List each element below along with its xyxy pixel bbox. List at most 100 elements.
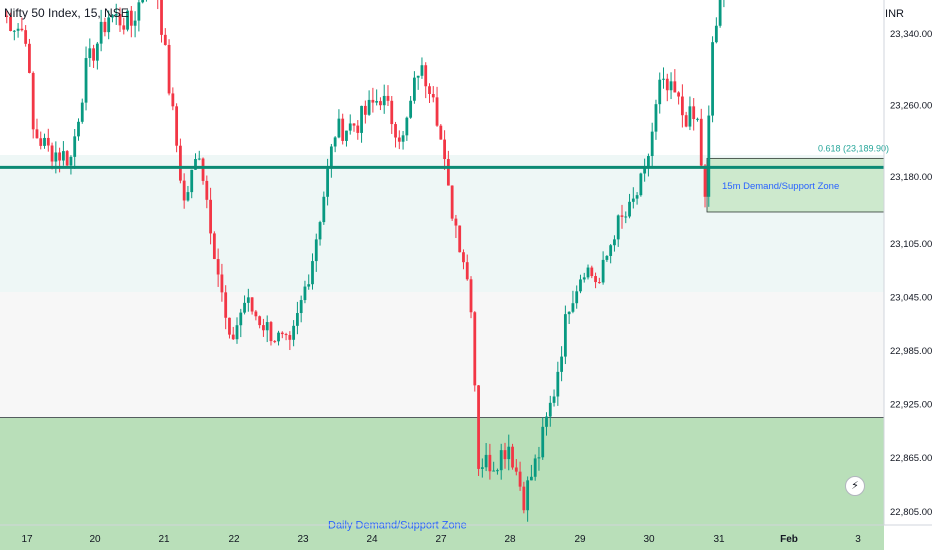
- chart-title: Nifty 50 Index, 15, NSE: [4, 6, 129, 20]
- x-tick-label-1: 20: [89, 534, 101, 545]
- candle-body: [141, 0, 145, 3]
- candle-body: [473, 312, 477, 386]
- candle-body: [9, 16, 12, 31]
- candle-body: [594, 276, 597, 283]
- candle-body: [601, 259, 605, 283]
- candle-body: [61, 151, 65, 161]
- candle-body: [424, 65, 428, 87]
- candle-body: [718, 0, 722, 26]
- candle-body: [428, 86, 431, 95]
- candle-body: [450, 185, 454, 219]
- candle-body: [28, 43, 31, 73]
- candle-body: [46, 137, 50, 146]
- candle-body: [662, 78, 665, 80]
- y-tick-label-1: 22,805.00: [890, 507, 932, 518]
- candle-body: [590, 267, 594, 277]
- candle-body: [54, 152, 58, 162]
- candle-body: [613, 239, 616, 246]
- candle-body: [386, 95, 390, 101]
- candle-body: [107, 17, 111, 33]
- candle-body: [677, 92, 681, 97]
- candle-body: [163, 34, 167, 45]
- candle-body: [103, 21, 107, 33]
- candle-body: [111, 15, 114, 18]
- x-tick-label-3: 22: [228, 534, 240, 545]
- candle-body: [465, 262, 469, 280]
- candle-body: [205, 180, 209, 200]
- candle-body: [77, 121, 80, 137]
- candle-body: [352, 123, 356, 126]
- candle-body: [624, 216, 628, 218]
- x-tick-label-4: 23: [297, 534, 309, 545]
- candle-body: [556, 371, 560, 397]
- candle-body: [458, 225, 462, 253]
- y-tick-label-2: 22,865.00: [890, 453, 932, 464]
- candle-body: [394, 124, 397, 138]
- candle-body: [178, 145, 182, 181]
- candle-body: [126, 10, 129, 30]
- candle-body: [665, 78, 669, 91]
- candle-body: [12, 30, 16, 32]
- candle-body: [692, 106, 696, 120]
- candle-body: [628, 201, 631, 217]
- candle-body: [341, 118, 345, 141]
- candle-body: [439, 125, 443, 140]
- candle-body: [643, 166, 647, 174]
- candle-body: [518, 471, 522, 487]
- candle-body: [99, 21, 103, 44]
- candle-body: [650, 131, 654, 157]
- candle-body: [254, 311, 258, 317]
- candle-body: [80, 102, 84, 122]
- candle-body: [292, 325, 296, 340]
- candle-body: [231, 334, 235, 340]
- candle-body: [503, 450, 507, 460]
- candle-body: [280, 332, 284, 335]
- x-tick-label-5: 24: [366, 534, 378, 545]
- candle-body: [345, 130, 348, 141]
- candle-body: [69, 156, 73, 166]
- y-tick-label-8: 23,260.00: [890, 100, 932, 111]
- zone-label-daily-demand: Daily Demand/Support Zone: [328, 520, 467, 532]
- candle-body: [303, 286, 307, 301]
- candle-body: [443, 139, 446, 160]
- x-tick-label-0: 17: [21, 534, 33, 545]
- candle-body: [133, 20, 137, 26]
- candle-body: [356, 125, 360, 133]
- candle-body: [401, 135, 405, 142]
- candle-body: [669, 81, 673, 91]
- candle-body: [530, 476, 533, 481]
- daily-demand-zone: [0, 417, 884, 550]
- candle-body: [220, 274, 224, 293]
- candle-body: [714, 25, 718, 43]
- candle-body: [480, 467, 484, 469]
- candle-body: [228, 317, 231, 335]
- x-tick-label-10: 31: [713, 534, 725, 545]
- zone-label-15m-demand: 15m Demand/Support Zone: [722, 181, 839, 192]
- candle-body: [186, 192, 190, 201]
- y-tick-label-3: 22,925.00: [890, 400, 932, 411]
- currency-label[interactable]: INR: [885, 8, 904, 20]
- candle-body: [65, 151, 69, 166]
- candle-body: [201, 158, 205, 181]
- candle-body: [680, 96, 684, 116]
- candle-body: [514, 467, 518, 472]
- candle-body: [16, 28, 20, 31]
- candle-body: [496, 470, 499, 472]
- candle-body: [92, 48, 95, 61]
- candle-body: [488, 454, 492, 472]
- candle-body: [20, 28, 24, 31]
- candle-body: [420, 65, 424, 76]
- candle-body: [699, 118, 703, 166]
- candle-body: [167, 44, 171, 94]
- candle-body: [605, 255, 609, 260]
- candle-body: [522, 486, 526, 511]
- candle-body: [39, 138, 43, 146]
- candle-body: [454, 218, 458, 226]
- lightning-icon[interactable]: ⚡: [845, 476, 865, 496]
- candle-body: [711, 42, 714, 116]
- candle-body: [435, 97, 439, 126]
- x-tick-label-8: 29: [574, 534, 586, 545]
- x-tick-label-7: 28: [504, 534, 516, 545]
- candle-body: [265, 322, 269, 331]
